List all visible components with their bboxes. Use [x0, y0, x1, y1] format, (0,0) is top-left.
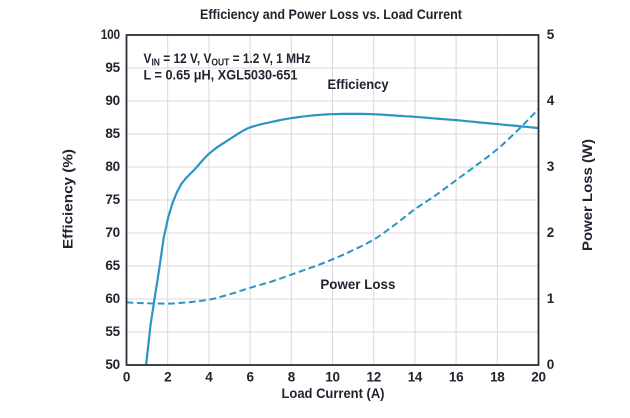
svg-text:L = 0.65 μH, XGL5030-651: L = 0.65 μH, XGL5030-651 — [144, 67, 298, 83]
svg-text:75: 75 — [105, 192, 120, 207]
svg-text:16: 16 — [449, 370, 464, 385]
svg-text:85: 85 — [105, 126, 120, 141]
svg-text:Power Loss (W): Power Loss (W) — [579, 139, 595, 251]
svg-text:14: 14 — [408, 370, 423, 385]
svg-text:10: 10 — [325, 370, 339, 385]
svg-text:4: 4 — [205, 370, 213, 385]
svg-text:3: 3 — [547, 159, 555, 174]
svg-text:8: 8 — [288, 370, 296, 385]
svg-text:100: 100 — [101, 27, 120, 42]
svg-text:80: 80 — [105, 159, 119, 174]
svg-text:1: 1 — [547, 291, 555, 306]
svg-text:2: 2 — [164, 370, 171, 385]
svg-text:4: 4 — [547, 93, 555, 108]
svg-text:VIN = 12 V, VOUT = 1.2 V, 1 MH: VIN = 12 V, VOUT = 1.2 V, 1 MHz — [144, 50, 312, 68]
svg-text:5: 5 — [547, 27, 555, 42]
svg-text:0: 0 — [547, 357, 554, 372]
svg-text:18: 18 — [490, 370, 505, 385]
svg-text:Load Current (A): Load Current (A) — [282, 385, 385, 401]
svg-text:65: 65 — [105, 258, 120, 273]
svg-text:55: 55 — [105, 324, 120, 339]
svg-text:95: 95 — [105, 60, 120, 75]
svg-text:12: 12 — [366, 370, 380, 385]
svg-text:Efficiency (%): Efficiency (%) — [60, 149, 76, 249]
svg-text:0: 0 — [123, 370, 130, 385]
svg-text:90: 90 — [105, 93, 119, 108]
svg-text:Efficiency and Power Loss vs.: Efficiency and Power Loss vs. Load Curre… — [200, 6, 462, 22]
svg-text:70: 70 — [105, 225, 119, 240]
svg-text:Power Loss: Power Loss — [320, 276, 395, 292]
svg-text:50: 50 — [105, 357, 119, 372]
svg-text:2: 2 — [547, 225, 554, 240]
svg-text:Efficiency: Efficiency — [328, 76, 389, 92]
svg-text:60: 60 — [105, 291, 119, 306]
svg-text:20: 20 — [531, 370, 545, 385]
svg-text:6: 6 — [246, 370, 254, 385]
